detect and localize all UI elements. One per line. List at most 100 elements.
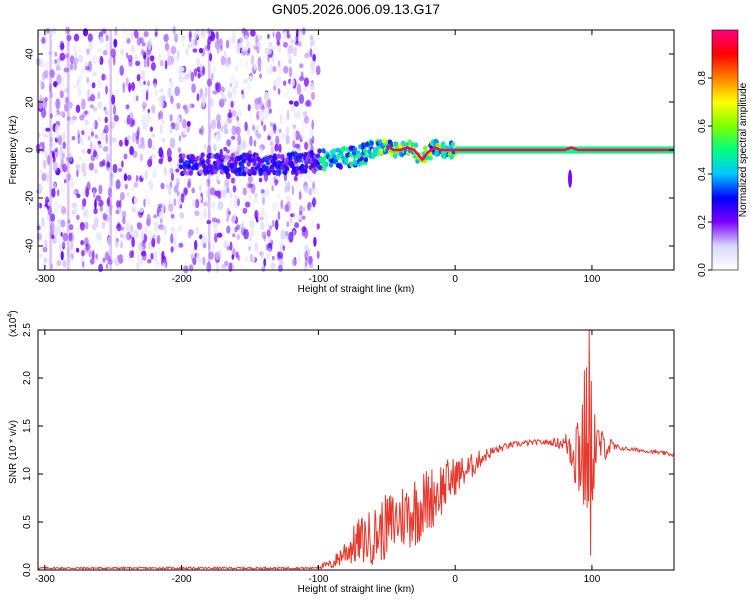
noise-speckle (261, 266, 266, 272)
noise-speckle (250, 183, 256, 194)
noise-speckle (232, 68, 238, 75)
band-blob (393, 141, 399, 147)
noise-speckle (73, 33, 80, 42)
noise-speckle (147, 138, 153, 149)
noise-speckle (135, 135, 140, 145)
band-blob (373, 151, 378, 157)
noise-speckle (286, 194, 292, 205)
noise-speckle (283, 31, 287, 41)
noise-speckle (49, 142, 55, 148)
noise-speckle (202, 65, 206, 76)
band-blob (410, 141, 415, 147)
band-blob (356, 153, 362, 159)
noise-speckle (249, 219, 255, 229)
noise-speckle (128, 82, 132, 93)
band-blob (449, 154, 454, 160)
noise-speckle (172, 104, 178, 109)
colorbar-label: Normalized spectral amplitude (738, 82, 749, 217)
noise-speckle (62, 131, 66, 141)
noise-speckle (111, 189, 116, 201)
noise-speckle (145, 146, 149, 156)
noise-speckle (311, 179, 316, 184)
noise-speckle (271, 185, 274, 192)
noise-speckle (150, 62, 156, 71)
noise-speckle (194, 210, 200, 217)
noise-speckle (276, 193, 281, 199)
noise-speckle (160, 182, 165, 190)
noise-speckle (63, 179, 67, 184)
noise-speckle (95, 195, 101, 201)
noise-speckle (301, 132, 305, 139)
noise-speckle (94, 134, 99, 140)
noise-speckle (243, 228, 249, 240)
noise-speckle (286, 126, 290, 137)
noise-speckle (170, 233, 174, 244)
noise-speckle (83, 88, 88, 98)
noise-speckle (98, 134, 103, 141)
noise-speckle (126, 231, 131, 241)
noise-speckle (88, 250, 93, 258)
noise-speckle (91, 82, 96, 89)
snr-x-label: Height of straight line (km) (298, 584, 415, 595)
noise-speckle (301, 230, 306, 237)
noise-speckle (196, 57, 200, 66)
noise-speckle (90, 131, 95, 137)
band-blob (283, 170, 288, 176)
band-blob (362, 148, 368, 154)
band-blob (178, 164, 184, 170)
noise-speckle (250, 253, 253, 263)
noise-speckle (308, 262, 314, 269)
band-blob (252, 170, 257, 176)
noise-speckle (286, 109, 290, 121)
noise-speckle (110, 48, 116, 58)
noise-speckle (39, 142, 43, 147)
noise-speckle (220, 125, 224, 132)
noise-speckle (277, 46, 281, 52)
noise-speckle (203, 208, 208, 219)
noise-speckle (273, 85, 276, 92)
noise-speckle (154, 31, 158, 37)
noise-speckle (212, 90, 218, 95)
noise-speckle (99, 56, 104, 65)
noise-speckle (145, 196, 150, 207)
noise-speckle (139, 153, 144, 162)
noise-speckle (113, 114, 119, 122)
noise-speckle (267, 235, 272, 243)
noise-speckle (134, 30, 139, 39)
noise-speckle (202, 201, 209, 207)
noise-speckle (39, 81, 43, 88)
noise-speckle (45, 127, 51, 132)
noise-speckle (271, 46, 276, 51)
band-blob (219, 162, 224, 168)
noise-speckle (44, 239, 48, 249)
noise-speckle (193, 142, 197, 153)
noise-speckle (159, 218, 163, 224)
noise-speckle (55, 203, 60, 214)
noise-speckle (223, 128, 229, 135)
noise-speckle (151, 133, 156, 138)
noise-speckle (101, 28, 107, 35)
noise-speckle (247, 125, 250, 136)
noise-speckle (279, 245, 284, 253)
noise-speckle (284, 230, 289, 237)
noise-speckle (81, 149, 86, 154)
noise-speckle (62, 232, 69, 242)
band-blob (209, 164, 214, 171)
band-blob (369, 140, 374, 146)
noise-speckle (38, 132, 41, 138)
noise-speckle (250, 29, 256, 37)
y-tick-label: 0.0 (22, 563, 33, 577)
noise-speckle (309, 129, 314, 137)
noise-speckle (87, 33, 93, 43)
noise-speckle (60, 43, 65, 50)
band-blob (293, 151, 298, 157)
noise-speckle (156, 262, 161, 268)
noise-speckle (225, 39, 230, 49)
noise-speckle (186, 120, 191, 127)
noise-speckle (222, 94, 226, 100)
x-tick-label: 0 (452, 574, 458, 585)
noise-speckle (158, 53, 162, 61)
noise-speckle (277, 211, 281, 221)
noise-speckle (109, 121, 115, 130)
noise-speckle (69, 117, 75, 125)
